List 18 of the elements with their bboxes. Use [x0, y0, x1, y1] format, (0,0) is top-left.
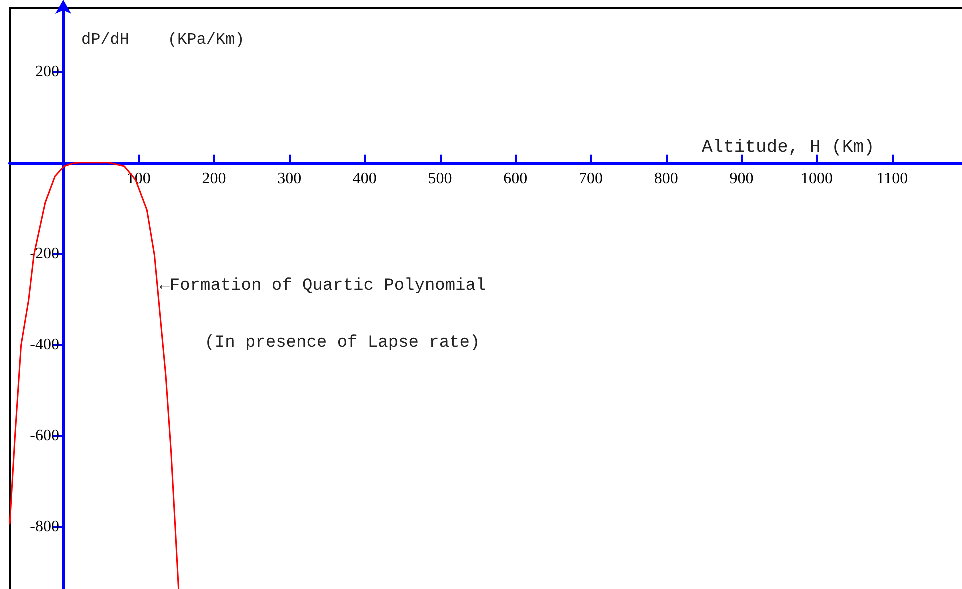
- x-tick-label: 800: [654, 170, 678, 188]
- x-tick-label: 300: [278, 170, 302, 188]
- x-tick-label: 400: [352, 170, 377, 188]
- x-tick-label: 700: [578, 170, 603, 188]
- y-tick-label: -600: [30, 428, 60, 445]
- x-tick-label: 500: [428, 170, 452, 188]
- x-axis-title: Altitude, H (Km): [702, 138, 875, 158]
- x-tick-label: 600: [504, 170, 528, 188]
- y-tick-label: -400: [30, 336, 60, 354]
- y-axis-title: dP/dH (KPa/Km): [82, 31, 245, 49]
- x-tick-label: 1000: [801, 170, 834, 188]
- x-tick-label: 900: [730, 170, 754, 188]
- annotation: (In presence of Lapse rate): [204, 334, 480, 354]
- y-tick-label: 200: [36, 63, 60, 80]
- x-tick-label: 1100: [876, 170, 908, 188]
- y-tick-label: -800: [30, 518, 60, 536]
- annotation: ←Formation of Quartic Polynomial: [160, 277, 486, 296]
- x-tick-label: 200: [202, 170, 226, 188]
